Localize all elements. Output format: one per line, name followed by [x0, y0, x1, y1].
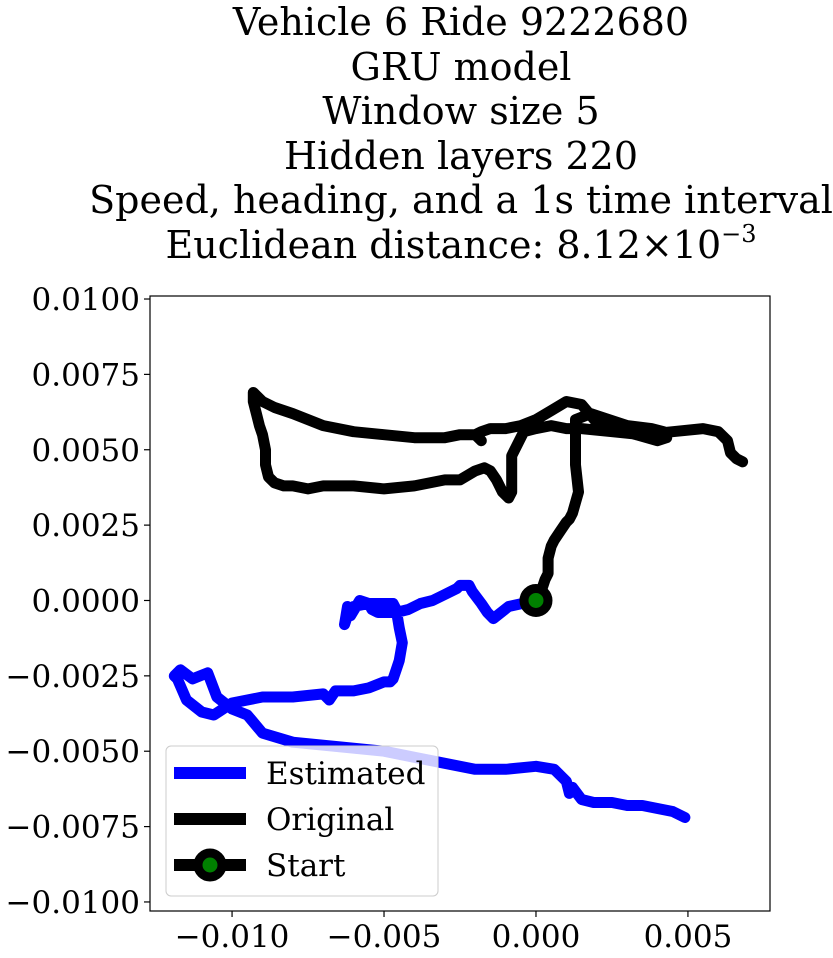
- distance-mantissa: 8.12: [556, 222, 641, 267]
- y-tick-label: 0.0100: [32, 282, 140, 318]
- legend-start-label: Start: [266, 848, 346, 884]
- y-tick-label: −0.0100: [6, 885, 140, 921]
- y-tick-label: −0.0025: [6, 659, 140, 695]
- chart-title: Vehicle 6 Ride 9222680 GRU model Window …: [0, 0, 833, 267]
- distance-times: ×10: [640, 222, 722, 267]
- x-tick-label: −0.010: [175, 919, 290, 955]
- title-line-distance: Euclidean distance: 8.12×10−3: [0, 219, 833, 268]
- legend-start-marker: [193, 848, 227, 882]
- series-line-estimated: [168, 579, 691, 823]
- legend-original-label: Original: [266, 802, 394, 838]
- series-layer: [168, 387, 749, 823]
- legend: Estimated Original Start: [165, 745, 439, 897]
- y-tick-label: 0.0050: [32, 433, 140, 469]
- title-line: Speed, heading, and a 1s time interval: [89, 178, 833, 222]
- y-axis: 0.0100 0.0075 0.0050 0.0025 0.0000 −0.0025 −0.…: [6, 282, 150, 921]
- y-tick-label: −0.0050: [6, 734, 140, 770]
- distance-prefix: Euclidean distance:: [165, 222, 557, 267]
- legend-estimated-label: Estimated: [266, 756, 425, 792]
- distance-exponent: −3: [721, 219, 757, 248]
- x-tick-label: −0.005: [327, 919, 442, 955]
- y-tick-label: 0.0025: [32, 508, 140, 544]
- title-line: Hidden layers 220: [283, 133, 639, 178]
- legend-box: [165, 745, 439, 897]
- title-line: Window size 5: [322, 89, 600, 133]
- y-tick-label: 0.0000: [32, 583, 140, 619]
- start-layer: [519, 583, 553, 617]
- start-marker: [519, 583, 553, 617]
- series-line-original: [247, 387, 749, 606]
- y-tick-label: −0.0075: [6, 810, 140, 846]
- x-tick-label: 0.000: [492, 919, 581, 955]
- title-line: Vehicle 6 Ride 9222680: [232, 0, 690, 44]
- x-axis: −0.010 −0.005 0.000 0.005: [175, 911, 733, 955]
- y-tick-label: 0.0075: [32, 357, 140, 393]
- x-tick-label: 0.005: [644, 919, 733, 955]
- plot-frame: [149, 295, 771, 912]
- title-line: GRU model: [350, 44, 572, 89]
